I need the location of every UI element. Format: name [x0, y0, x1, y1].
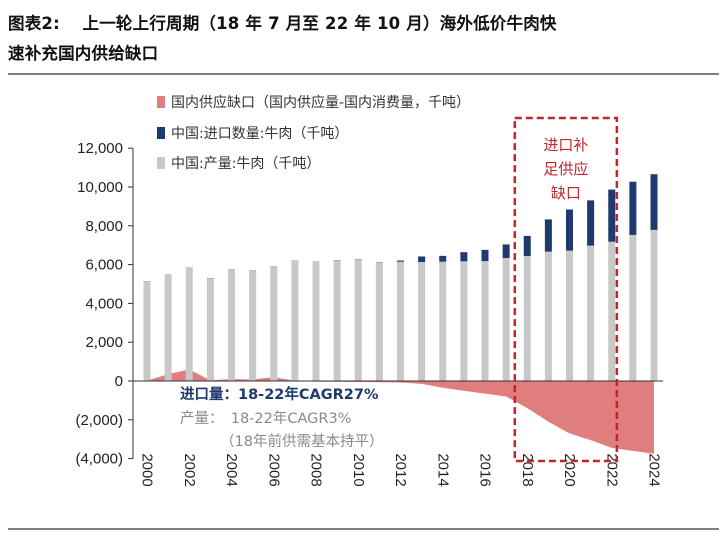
axes-layer: 12,000 10,000 8,000 6,000 4,000 2,000 0 (2,000)…	[75, 140, 663, 487]
bottom-divider	[8, 528, 719, 530]
import-bar-2014	[439, 255, 447, 262]
x-tick-label: 2012	[392, 453, 409, 486]
highlight-label-line: 缺口	[551, 184, 581, 202]
import-bar-2015	[460, 252, 468, 262]
y-tick-label: (2,000)	[75, 412, 123, 429]
production-bar-2005	[249, 270, 257, 381]
y-tick-label: 2,000	[85, 334, 123, 351]
legend-swatch	[157, 127, 165, 139]
import-bar-2018	[523, 235, 531, 257]
import-bar-2021	[587, 200, 595, 246]
production-bar-2000	[143, 281, 151, 381]
y-tick-label: 12,000	[77, 140, 123, 157]
production-bar-2010	[354, 259, 362, 381]
production-bar-2014	[439, 261, 447, 381]
x-tick-label: 2018	[519, 453, 536, 486]
x-tick-label: 2014	[434, 453, 451, 486]
import-bar-2013	[418, 256, 426, 263]
x-tick-label: 2024	[646, 453, 663, 486]
legend-label: 中国:进口数量:牛肉（千吨）	[171, 126, 348, 142]
top-divider	[8, 73, 719, 75]
import-bar-2022	[608, 189, 616, 242]
x-tick-label: 2002	[181, 453, 198, 486]
import-bar-2017	[502, 244, 510, 259]
annotations: 进口量：18-22年CAGR27% 产量： 18-22年CAGR3% （18年前供需…	[180, 385, 383, 450]
import-bar-2019	[544, 219, 552, 252]
supply-gap-area-layer	[147, 369, 654, 454]
production-bar-2022	[608, 241, 616, 381]
production-bar-2007	[291, 260, 299, 381]
y-tick-label: 0	[115, 373, 123, 390]
highlight-rect	[513, 116, 619, 463]
production-bar-2003	[206, 278, 214, 381]
production-bar-2006	[270, 266, 278, 381]
production-bar-2021	[587, 245, 595, 381]
x-tick-label: 2010	[350, 453, 367, 486]
production-bar-2024	[650, 229, 658, 381]
import-bar-2016	[481, 249, 489, 262]
production-bar-2002	[185, 267, 193, 381]
x-tick-label: 2008	[308, 453, 325, 486]
x-tick-label: 2020	[561, 453, 578, 486]
production-bar-2015	[460, 261, 468, 381]
legend-swatch	[157, 96, 165, 108]
production-bar-2016	[481, 261, 489, 381]
y-tick-label: 6,000	[85, 257, 123, 274]
y-tick-label: 4,000	[85, 295, 123, 312]
chart-title-line-2: 速补充国内供给缺口	[8, 44, 159, 63]
bars-layer	[143, 174, 658, 381]
production-bar-2008	[312, 261, 320, 381]
pre-2018-note: （18年前供需基本持平）	[220, 433, 383, 450]
legend-label: 中国:产量:牛肉（千吨）	[171, 156, 320, 172]
x-tick-label: 2006	[265, 453, 282, 486]
production-bar-2020	[566, 250, 573, 381]
y-tick-label: 8,000	[85, 218, 123, 235]
output-cagr-note: 产量： 18-22年CAGR3%	[180, 410, 352, 427]
legend: 国内供应缺口（国内供应量-国内消费量，千吨） 中国:进口数量:牛肉（千吨） 中国:产…	[157, 94, 470, 172]
production-bar-2017	[502, 258, 510, 381]
legend-swatch	[157, 157, 165, 169]
production-bar-2009	[333, 260, 341, 381]
production-bar-2013	[418, 262, 426, 381]
x-tick-label: 2016	[477, 453, 494, 486]
import-bar-2024	[650, 174, 658, 230]
highlight-label-line: 进口补	[543, 136, 588, 154]
legend-label: 国内供应缺口（国内供应量-国内消费量，千吨）	[171, 94, 470, 111]
production-bar-2001	[164, 274, 172, 381]
y-tick-label: (4,000)	[75, 451, 123, 468]
import-bar-2023	[629, 181, 637, 235]
import-cagr-note: 进口量：18-22年CAGR27%	[180, 385, 379, 403]
production-bar-2023	[629, 234, 637, 381]
y-tick-label: 10,000	[77, 179, 123, 196]
supply-gap-area	[147, 369, 654, 454]
x-tick-label: 2000	[139, 453, 156, 486]
production-bar-2019	[544, 251, 552, 381]
chart-title-line-1: 图表2: 上一轮上行周期（18 年 7 月至 22 年 10 月）海外低价牛肉快	[8, 14, 557, 33]
production-bar-2012	[397, 261, 404, 381]
x-tick-label: 2004	[223, 453, 240, 486]
production-bar-2004	[228, 269, 235, 381]
production-bar-2018	[523, 256, 531, 381]
import-bar-2020	[566, 209, 573, 251]
production-bar-2011	[375, 262, 383, 381]
import-bar-2012	[397, 260, 404, 262]
highlight-label-line: 足供应	[543, 160, 588, 178]
